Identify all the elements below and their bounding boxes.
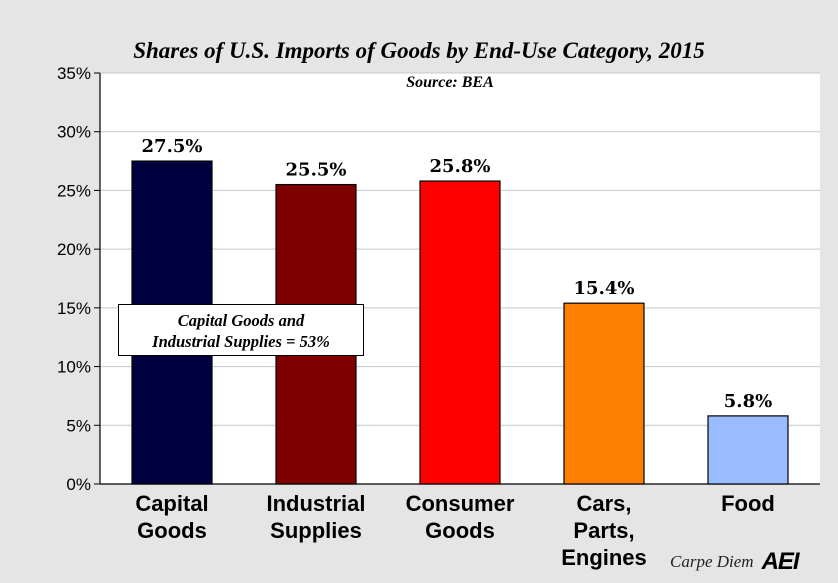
x-category-label: Goods	[425, 518, 495, 543]
x-category-label: Parts,	[573, 518, 634, 543]
x-category-label: Cars,	[576, 491, 631, 516]
aei-logo: AEI	[761, 548, 800, 575]
annotation-box: Capital Goods and Industrial Supplies = …	[118, 304, 364, 356]
y-tick-label: 35%	[57, 64, 91, 83]
x-category-label: Industrial	[266, 491, 365, 516]
watermark: Carpe Diem AEI	[670, 548, 800, 576]
y-tick-label: 10%	[57, 358, 91, 377]
y-tick-label: 20%	[57, 240, 91, 259]
y-tick-label: 25%	[57, 181, 91, 200]
y-tick-label: 5%	[66, 416, 91, 435]
annotation-line-1: Capital Goods and	[177, 311, 305, 330]
x-category-label: Engines	[561, 545, 647, 570]
x-category-label: Supplies	[270, 518, 362, 543]
bar	[707, 415, 789, 485]
bar	[419, 180, 501, 485]
x-category-label: Food	[721, 491, 775, 516]
annotation-line-2: Industrial Supplies = 53%	[152, 332, 330, 351]
bar-value-label: 5.8%	[724, 391, 772, 412]
y-tick-label: 15%	[57, 299, 91, 318]
bar-value-label: 27.5%	[142, 136, 203, 157]
bar-value-label: 25.5%	[286, 160, 347, 181]
chart-subtitle: Source: BEA	[406, 74, 494, 91]
bar	[563, 302, 645, 485]
x-category-label: Consumer	[406, 491, 515, 516]
x-category-label: Goods	[137, 518, 207, 543]
y-tick-label: 30%	[57, 123, 91, 142]
bar-value-label: 15.4%	[574, 278, 635, 299]
chart-title: Shares of U.S. Imports of Goods by End-U…	[133, 38, 705, 63]
x-category-label: Capital	[135, 491, 208, 516]
y-tick-label: 0%	[66, 475, 91, 494]
bar-value-label: 25.8%	[430, 156, 491, 177]
watermark-text: Carpe Diem	[670, 552, 754, 571]
